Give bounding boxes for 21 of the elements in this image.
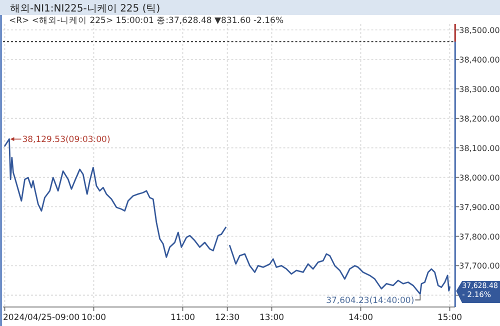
x-tick-label: 10:00 (82, 313, 106, 323)
x-tick-label: 15:00 (438, 313, 462, 323)
x-tick-label: 12:30 (215, 313, 240, 323)
chart-title: 해외-NI1:NI225-니케이 225 (틱) (10, 4, 160, 14)
y-tick-label: 37,800.00 (459, 232, 500, 242)
y-tick-label: 38,200.00 (459, 114, 500, 124)
annotation: 38,129.53(09:03:00) (22, 135, 110, 146)
y-tick-label: 38,300.00 (459, 84, 500, 94)
y-tick-label: 38,100.00 (459, 144, 500, 153)
chart-subtitle: <R> <해외-니케이 225> 15:00:01 종:37,628.48 ▼831.60 -2.16% (9, 16, 284, 26)
y-tick-label: 38,500.00 (459, 26, 500, 35)
y-tick-label: 38,400.00 (459, 55, 500, 64)
x-tick-label: 11:00 (170, 313, 196, 323)
annotation: 37,604.23(14:40:00) (326, 296, 414, 306)
x-tick-label: 14:00 (348, 313, 374, 323)
y-tick-label: 37,700.00 (459, 262, 500, 271)
y-tick-label: 37,900.00 (459, 202, 500, 212)
line-series (229, 244, 450, 295)
y-tick-label: 38,000.00 (459, 173, 500, 182)
x-tick-label: 2024/04/25-09:00 (3, 313, 80, 323)
x-tick-label: 13:00 (260, 313, 284, 323)
